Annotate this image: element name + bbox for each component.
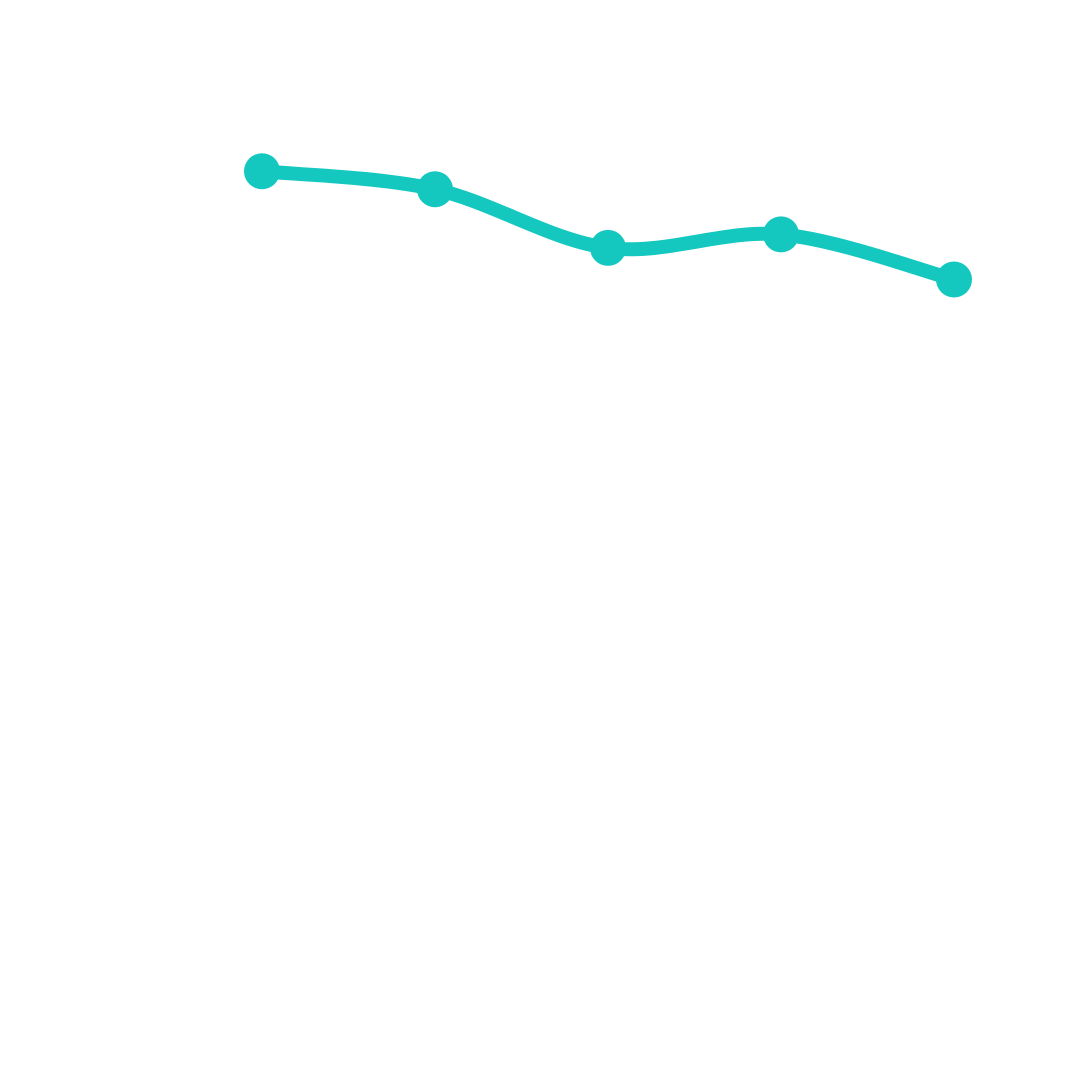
data-point — [417, 171, 453, 208]
data-point — [763, 216, 799, 253]
data-point — [936, 261, 972, 298]
data-point — [590, 229, 626, 266]
data-point — [244, 153, 280, 190]
marker-layer — [244, 153, 972, 298]
